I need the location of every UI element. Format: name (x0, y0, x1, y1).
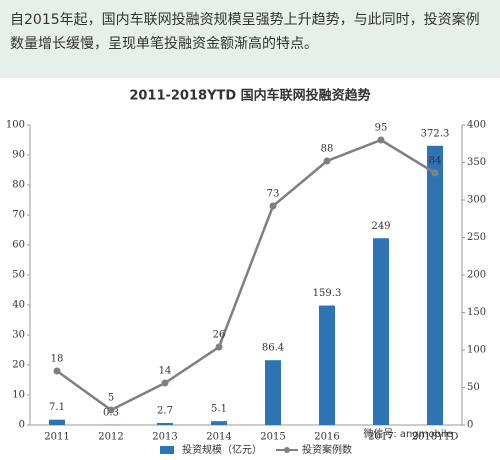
x-tick-label: 2014 (206, 432, 231, 443)
chart: 2011-2018YTD 国内车联网投融资趋势 微信号: angmobile 0… (6, 88, 486, 457)
data-label: 2.7 (157, 405, 173, 416)
y-tick-label: 80 (12, 180, 25, 191)
data-label: 14 (159, 366, 172, 377)
bar (157, 422, 173, 425)
point (161, 379, 169, 387)
y-tick-label: 40 (12, 300, 25, 311)
bar (373, 238, 389, 425)
x-tick-label: 2015 (260, 432, 285, 443)
y2-tick-label: 400 (467, 120, 486, 131)
y-tick-label: 10 (12, 390, 25, 401)
y2-tick-label: 350 (467, 157, 486, 168)
x-tick-label: 2011 (44, 432, 69, 443)
y2-tick-label: 100 (467, 345, 486, 356)
legend-label: 投资规模（亿元） (182, 443, 262, 456)
point (377, 136, 385, 144)
intro-text: 自2015年起，国内车联网投融资规模呈强势上升趋势，与此同时，投资案例数量增长缓… (0, 0, 500, 78)
data-label: 84 (429, 156, 442, 167)
bar (265, 360, 281, 425)
y-tick-label: 90 (12, 150, 25, 161)
y-tick-label: 70 (12, 210, 25, 221)
data-label: 95 (375, 123, 388, 134)
y-tick-label: 30 (12, 330, 25, 341)
point (431, 169, 439, 177)
y-tick-label: 50 (12, 270, 25, 281)
y2-tick-label: 150 (467, 307, 486, 318)
data-label: 86.4 (262, 343, 284, 354)
y-tick-label: 60 (12, 240, 25, 251)
y2-tick-label: 250 (467, 232, 486, 243)
point (323, 157, 331, 165)
line (56, 138, 436, 412)
point (107, 406, 115, 414)
legend-swatch (284, 447, 290, 453)
data-label: 73 (267, 189, 280, 200)
bar (49, 419, 65, 425)
y-tick-label: 20 (12, 360, 25, 371)
data-label: 26 (213, 330, 226, 341)
x-tick-label: 2017 (368, 432, 393, 443)
data-label: 18 (51, 354, 64, 365)
data-label: 372.3 (421, 128, 450, 139)
data-label: 88 (321, 144, 334, 155)
data-label: 249 (371, 221, 390, 232)
y2-tick-label: 50 (467, 382, 480, 393)
legend-swatch (160, 446, 174, 454)
y2-tick-label: 300 (467, 195, 486, 206)
point (53, 367, 61, 375)
y-tick-label: 0 (19, 420, 25, 431)
data-label: 5.1 (211, 404, 227, 415)
point (215, 343, 223, 351)
point (269, 202, 277, 210)
bar (427, 145, 443, 425)
y2-tick-label: 200 (467, 270, 486, 281)
data-label: 7.1 (49, 402, 65, 413)
watermark: 微信号: angmobile (363, 427, 452, 440)
chart-title: 2011-2018YTD 国内车联网投融资趋势 (129, 88, 370, 104)
legend-label: 投资案例数 (302, 443, 352, 456)
bar (319, 305, 335, 425)
x-tick-label: 2016 (314, 432, 339, 443)
x-tick-label: 2018YTD (412, 432, 459, 443)
x-tick-label: 2012 (98, 432, 123, 443)
bar (211, 421, 227, 425)
data-label: 159.3 (313, 288, 342, 299)
y-tick-label: 100 (6, 120, 25, 131)
data-label: 5 (108, 393, 114, 404)
y2-tick-label: 0 (467, 420, 473, 431)
x-tick-label: 2013 (152, 432, 177, 443)
